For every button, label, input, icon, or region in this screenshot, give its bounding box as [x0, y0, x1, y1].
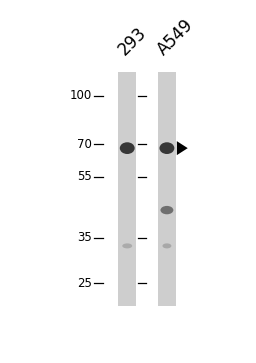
Bar	[158, 72, 176, 306]
Text: 70: 70	[77, 138, 92, 151]
Polygon shape	[177, 141, 188, 155]
Text: A549: A549	[154, 16, 197, 59]
Bar	[118, 72, 136, 306]
Text: 55: 55	[77, 170, 92, 183]
Text: 293: 293	[114, 24, 150, 59]
Text: 25: 25	[77, 277, 92, 290]
Ellipse shape	[159, 142, 174, 154]
Ellipse shape	[161, 206, 173, 214]
Ellipse shape	[122, 243, 132, 248]
Text: 35: 35	[77, 232, 92, 244]
Text: 100: 100	[69, 90, 92, 102]
Ellipse shape	[120, 142, 135, 154]
Ellipse shape	[163, 243, 171, 248]
